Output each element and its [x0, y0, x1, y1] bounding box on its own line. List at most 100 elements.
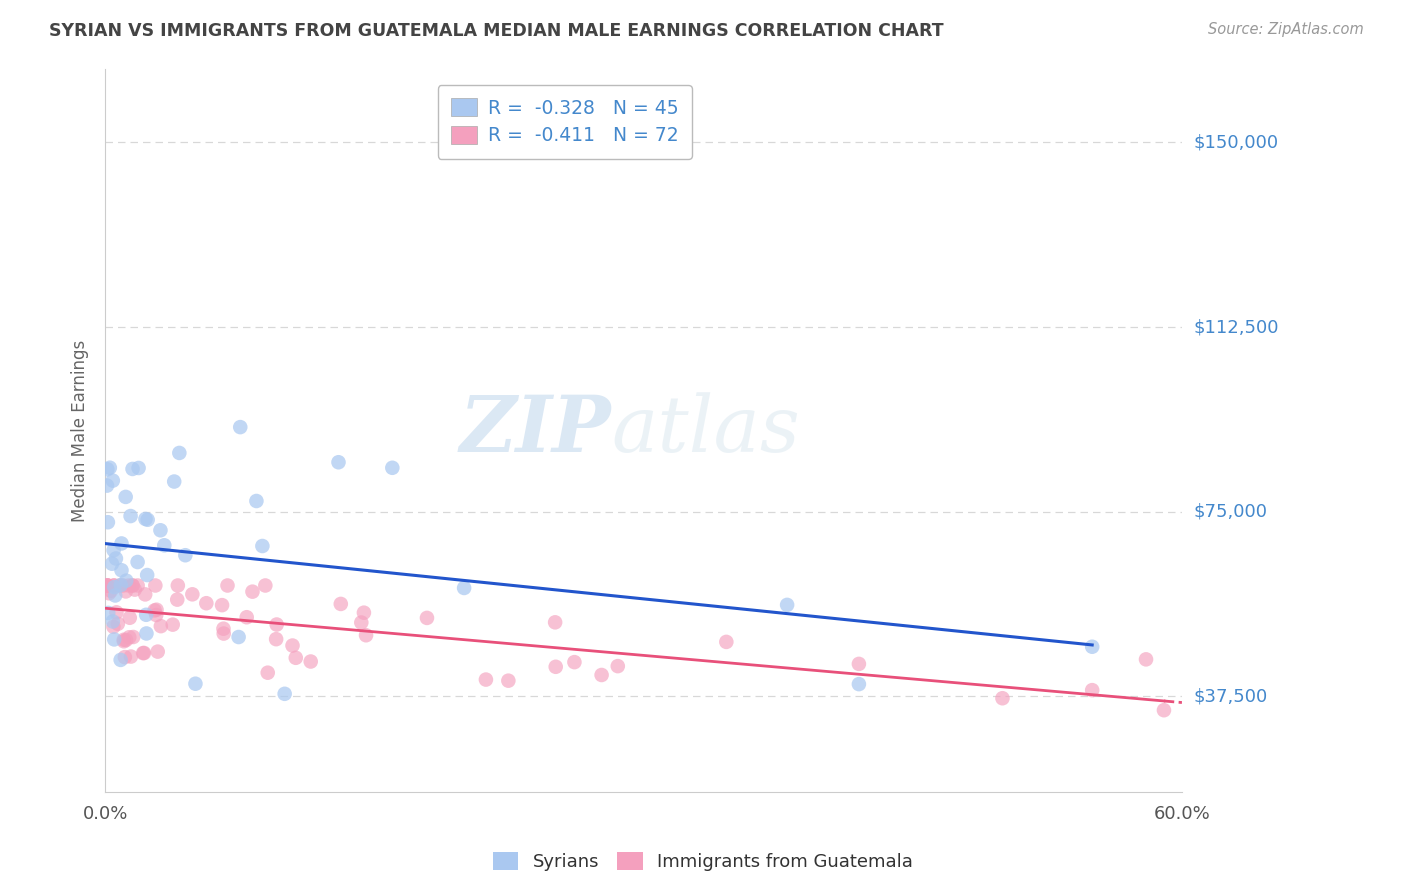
Point	[169, 446, 191, 460]
Point	[98, 460, 121, 475]
Point	[166, 578, 188, 592]
Point	[149, 619, 172, 633]
Point	[256, 665, 278, 680]
Point	[329, 597, 352, 611]
Point	[103, 580, 125, 594]
Point	[103, 578, 125, 592]
Point	[453, 581, 475, 595]
Text: atlas: atlas	[612, 392, 800, 468]
Point	[124, 582, 146, 597]
Point	[776, 598, 799, 612]
Point	[242, 584, 264, 599]
Point	[162, 617, 184, 632]
Point	[195, 596, 218, 610]
Point	[498, 673, 520, 688]
Text: $37,500: $37,500	[1194, 687, 1267, 706]
Point	[114, 650, 136, 665]
Point	[229, 420, 252, 434]
Text: ZIP: ZIP	[460, 392, 612, 468]
Text: SYRIAN VS IMMIGRANTS FROM GUATEMALA MEDIAN MALE EARNINGS CORRELATION CHART: SYRIAN VS IMMIGRANTS FROM GUATEMALA MEDI…	[49, 22, 943, 40]
Point	[135, 626, 157, 640]
Point	[112, 634, 135, 648]
Point	[101, 615, 124, 629]
Point	[110, 563, 132, 577]
Point	[110, 536, 132, 550]
Point	[132, 646, 155, 660]
Point	[103, 543, 125, 558]
Point	[416, 611, 439, 625]
Y-axis label: Median Male Earnings: Median Male Earnings	[72, 339, 89, 522]
Point	[264, 632, 287, 647]
Point	[115, 574, 138, 588]
Point	[115, 632, 138, 647]
Point	[100, 583, 122, 598]
Point	[135, 607, 157, 622]
Point	[716, 635, 738, 649]
Point	[211, 598, 233, 612]
Point	[110, 653, 132, 667]
Point	[564, 655, 586, 669]
Point	[121, 578, 143, 592]
Point	[104, 551, 127, 566]
Point	[96, 578, 118, 592]
Point	[184, 676, 207, 690]
Point	[97, 606, 120, 620]
Point	[174, 548, 197, 562]
Point	[112, 632, 135, 647]
Point	[127, 555, 149, 569]
Text: $75,000: $75,000	[1194, 502, 1267, 521]
Point	[143, 603, 166, 617]
Point	[475, 673, 498, 687]
Point	[181, 587, 204, 601]
Point	[991, 691, 1014, 706]
Point	[112, 578, 135, 592]
Point	[136, 568, 159, 582]
Point	[127, 578, 149, 592]
Point	[121, 578, 143, 592]
Point	[134, 512, 156, 526]
Point	[114, 490, 136, 504]
Point	[136, 513, 159, 527]
Point	[122, 630, 145, 644]
Legend: R =  -0.328   N = 45, R =  -0.411   N = 72: R = -0.328 N = 45, R = -0.411 N = 72	[437, 85, 692, 159]
Point	[132, 646, 155, 660]
Point	[128, 461, 150, 475]
Point	[1081, 683, 1104, 698]
Text: Source: ZipAtlas.com: Source: ZipAtlas.com	[1208, 22, 1364, 37]
Point	[252, 539, 274, 553]
Point	[121, 462, 143, 476]
Point	[266, 617, 288, 632]
Point	[97, 578, 120, 592]
Point	[1081, 640, 1104, 654]
Point	[145, 603, 167, 617]
Point	[118, 630, 141, 644]
Point	[1135, 652, 1157, 666]
Legend: Syrians, Immigrants from Guatemala: Syrians, Immigrants from Guatemala	[486, 846, 920, 879]
Point	[606, 659, 628, 673]
Point	[107, 616, 129, 631]
Point	[103, 632, 125, 647]
Point	[228, 630, 250, 644]
Point	[134, 587, 156, 601]
Point	[353, 606, 375, 620]
Point	[114, 584, 136, 599]
Point	[97, 515, 120, 529]
Point	[245, 494, 267, 508]
Point	[153, 538, 176, 552]
Point	[350, 615, 373, 630]
Point	[96, 478, 118, 492]
Point	[381, 460, 404, 475]
Point	[848, 677, 870, 691]
Point	[103, 620, 125, 634]
Point	[101, 557, 124, 571]
Point	[281, 639, 304, 653]
Text: $112,500: $112,500	[1194, 318, 1278, 336]
Point	[96, 578, 118, 592]
Point	[96, 578, 118, 592]
Point	[146, 645, 169, 659]
Point	[166, 592, 188, 607]
Point	[273, 687, 295, 701]
Point	[1153, 703, 1175, 717]
Point	[120, 509, 142, 524]
Point	[235, 610, 257, 624]
